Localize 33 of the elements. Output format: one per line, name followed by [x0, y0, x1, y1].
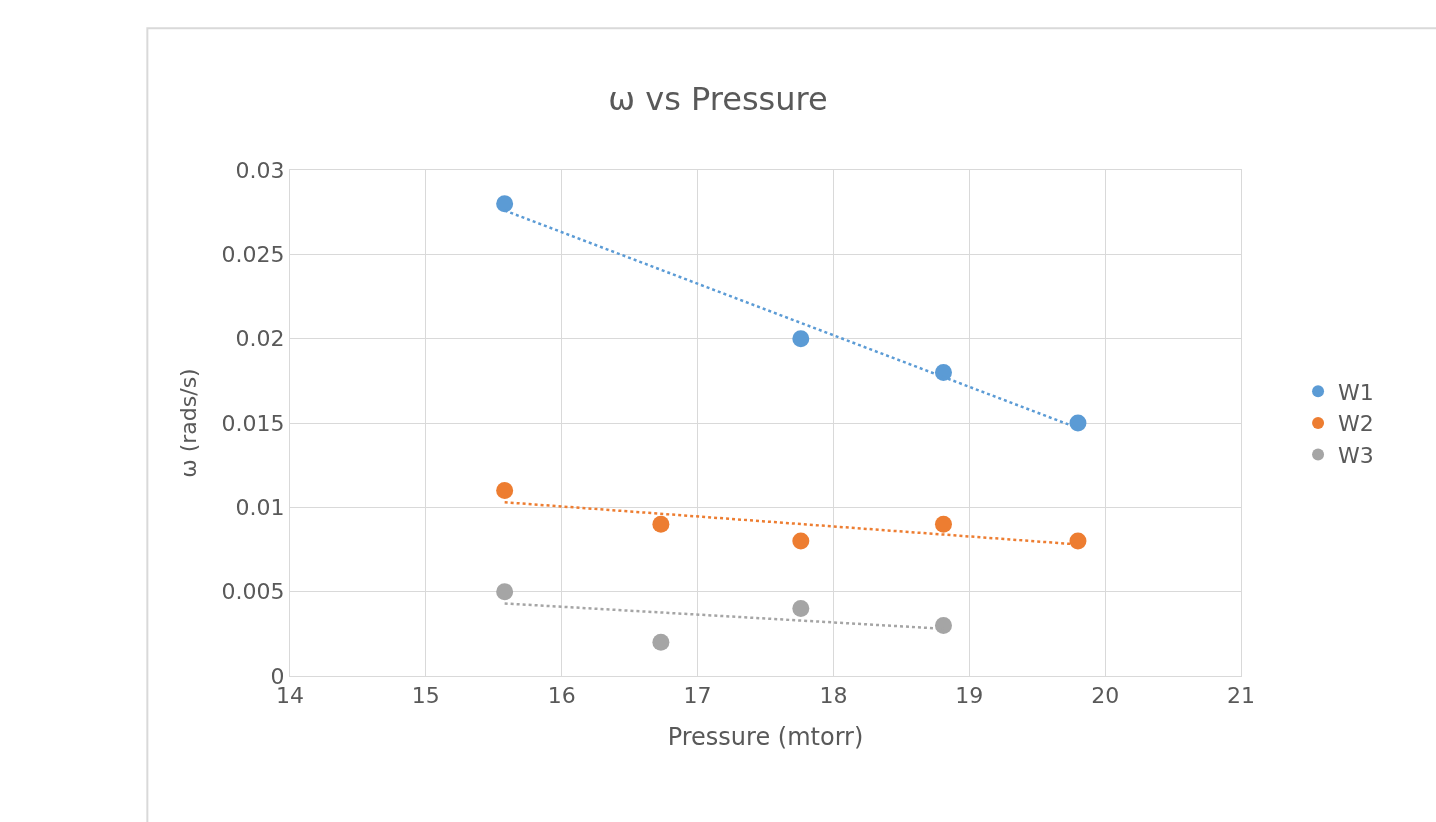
- point: [934, 616, 952, 634]
- point: [652, 515, 670, 533]
- point: [496, 195, 514, 213]
- y-tick-label: 0.01: [235, 495, 285, 521]
- y-tick-label: 0.02: [235, 326, 285, 352]
- point: [792, 600, 810, 618]
- y-tick-label: 0.03: [235, 157, 285, 183]
- y-tick-label: 0.025: [221, 242, 285, 268]
- x-tick-label: 19: [955, 683, 984, 709]
- x-tick-label: 16: [547, 683, 576, 709]
- x-tick-label: 14: [276, 683, 304, 709]
- point: [496, 583, 514, 601]
- y-tick-label: 0.005: [221, 579, 285, 605]
- x-tick-label: 20: [1091, 683, 1120, 709]
- x-tick-label: 18: [819, 683, 848, 709]
- x-axis-title: Pressure (mtorr): [667, 722, 864, 751]
- y-axis-title: ω (rads/s): [176, 368, 202, 478]
- point: [934, 363, 952, 381]
- point: [1069, 532, 1087, 550]
- legend-label: W1: [1338, 379, 1374, 405]
- point: [792, 532, 810, 550]
- legend-label: W2: [1338, 411, 1374, 437]
- y-tick-label: 0.015: [221, 410, 285, 436]
- point: [1069, 414, 1087, 432]
- point: [496, 481, 514, 499]
- legend-label: W3: [1338, 443, 1374, 469]
- chart-title: ω vs Pressure: [608, 79, 828, 118]
- point: [652, 633, 670, 651]
- point: [792, 330, 810, 348]
- point: [934, 515, 952, 533]
- x-tick-label: 21: [1227, 683, 1255, 709]
- x-tick-label: 15: [411, 683, 440, 709]
- x-tick-label: 17: [683, 683, 712, 709]
